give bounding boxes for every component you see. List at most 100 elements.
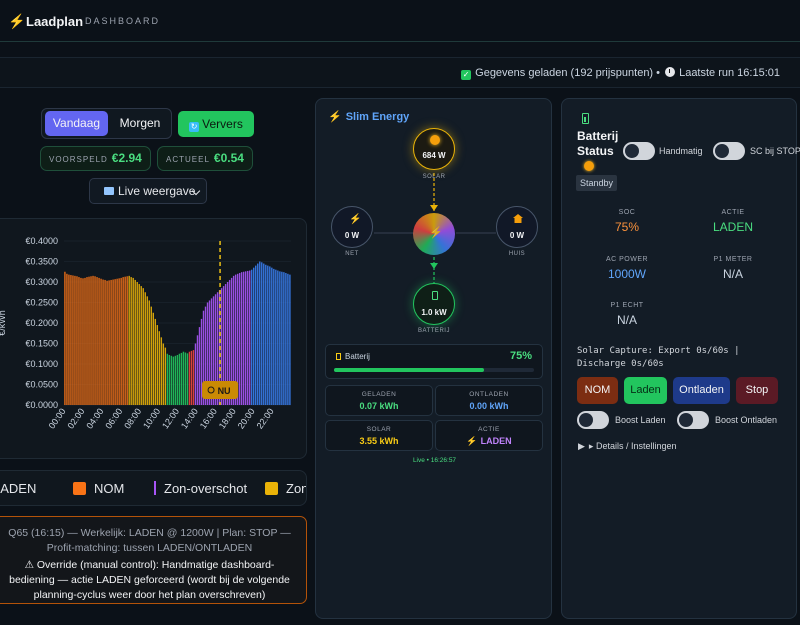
- details-toggle[interactable]: ▶ ▸ Details / Instellingen: [578, 441, 676, 452]
- price-bar: [96, 277, 98, 405]
- boost-ontladen-toggle[interactable]: [677, 411, 709, 429]
- today-button[interactable]: Vandaag: [45, 111, 108, 136]
- battery-status-title: Batterij Status: [577, 129, 619, 158]
- legend-label: Zon-overschot: [164, 481, 248, 496]
- solar-node[interactable]: 684 W: [413, 128, 455, 170]
- view-select-value: Live weergave: [118, 184, 196, 198]
- ontladen-button[interactable]: Ontladen: [673, 377, 730, 404]
- battery-level-card: Batterij 75%: [325, 344, 543, 379]
- manual-toggle-label: Handmatig: [659, 146, 703, 156]
- sc-stop-toggle[interactable]: [713, 142, 745, 160]
- price-bar: [188, 351, 191, 405]
- price-bar: [204, 306, 207, 405]
- price-bar: [160, 337, 163, 405]
- price-bar: [106, 280, 108, 405]
- price-bar: [228, 279, 231, 405]
- price-bar: [196, 335, 199, 405]
- manual-toggle[interactable]: [623, 142, 655, 160]
- boost-laden-label: Boost Laden: [615, 415, 666, 425]
- stop-button[interactable]: Stop: [736, 377, 778, 404]
- actual-pill: ACTUEEL €0.54: [157, 146, 253, 171]
- price-bar: [130, 277, 132, 405]
- price-bar: [244, 271, 247, 405]
- x-tick-label: 08:00: [122, 406, 143, 430]
- price-bar: [174, 355, 177, 405]
- metric-key: SOC: [618, 209, 636, 216]
- legend-item-nom[interactable]: NOM: [73, 481, 124, 496]
- price-bar: [134, 279, 136, 405]
- metric-value: LADEN: [712, 220, 753, 234]
- battery-label: BATTERIJ: [418, 328, 450, 334]
- y-tick-label: €0.4000: [25, 236, 58, 246]
- legend-swatch: [73, 482, 86, 495]
- metric-value: 75%: [614, 220, 640, 234]
- laden-button[interactable]: Laden: [624, 377, 667, 404]
- price-bar: [202, 310, 205, 405]
- plan-notice: Q65 (16:15) — Werkelijk: LADEN @ 1200W |…: [0, 516, 307, 604]
- x-tick-label: 00:00: [47, 406, 68, 430]
- refresh-button[interactable]: ↻ Ververs: [178, 111, 254, 137]
- stat-actie: ACTIE ⚡ LADEN: [435, 420, 543, 451]
- net-label: NET: [345, 251, 359, 257]
- price-bar: [142, 288, 144, 405]
- price-bar: [200, 318, 203, 405]
- tomorrow-button[interactable]: Morgen: [109, 111, 171, 136]
- price-bar: [283, 272, 285, 405]
- house-node[interactable]: 0 W: [496, 206, 538, 248]
- legend-item-surplus[interactable]: Zon-overschot: [154, 481, 247, 496]
- legend-item-zon[interactable]: Zon: [265, 481, 306, 496]
- price-bar: [273, 268, 275, 405]
- price-bar: [132, 277, 134, 405]
- price-bar: [102, 279, 104, 405]
- price-bar: [206, 302, 209, 405]
- bolt-icon: ⚡: [349, 214, 362, 225]
- caret-right-icon: ▶: [578, 441, 585, 451]
- price-bar: [72, 275, 74, 405]
- check-icon: ✓: [461, 70, 472, 80]
- price-bar: [176, 354, 179, 405]
- price-bar: [240, 272, 243, 405]
- legend-item-laden[interactable]: LADEN: [0, 481, 36, 496]
- price-bar: [289, 274, 291, 405]
- nom-button[interactable]: NOM: [577, 377, 618, 404]
- now-marker: [202, 381, 239, 399]
- battery-level-label: Batterij: [336, 352, 370, 361]
- price-bar: [192, 350, 195, 405]
- price-bar: [269, 266, 271, 405]
- price-bar: [226, 282, 229, 405]
- bolt-icon: ⚡: [328, 111, 342, 123]
- forecast-pill: VOORSPELD €2.94: [40, 146, 151, 171]
- x-tick-label: 10:00: [141, 406, 162, 430]
- legend-label: LADEN: [0, 481, 37, 496]
- net-node[interactable]: ⚡ 0 W: [331, 206, 373, 248]
- price-bar: [182, 351, 185, 405]
- price-bar: [138, 284, 140, 405]
- live-timestamp: Live • 16:26:57: [412, 457, 457, 464]
- price-bar: [208, 300, 211, 405]
- stat-value-text: LADEN: [480, 436, 512, 446]
- battery-level-percent: 75%: [509, 350, 532, 362]
- solar-value: 684 W: [422, 151, 446, 160]
- stat-value: 3.55 kWh: [359, 436, 399, 446]
- state-badge: Standby: [576, 175, 618, 191]
- price-bar: [64, 271, 66, 405]
- boost-laden-toggle[interactable]: [577, 411, 609, 429]
- sc-stop-toggle-label: SC bij STOP: [750, 146, 800, 156]
- stat-value: ⚡ LADEN: [436, 436, 542, 447]
- energy-title: ⚡ Slim Energy: [328, 110, 409, 123]
- y-axis-label: €/kWh: [0, 310, 7, 336]
- day-toggle: Vandaag Morgen: [41, 108, 172, 139]
- sun-icon: [430, 135, 440, 145]
- solar-capture-text: Solar Capture: Export 0s/60s | Discharge…: [577, 346, 740, 369]
- battery-node[interactable]: 1.0 kW: [413, 283, 455, 325]
- stat-key: ACTIE: [478, 426, 500, 433]
- loaded-text: Gegevens geladen (192 prijspunten) •: [475, 67, 661, 79]
- now-marker-label: NU: [218, 386, 231, 396]
- price-bar: [190, 350, 193, 405]
- view-select[interactable]: Live weergave: [89, 178, 207, 204]
- price-bar: [104, 279, 106, 405]
- price-bar: [234, 274, 237, 405]
- soc-metric: SOC 75%: [577, 209, 677, 234]
- stat-geladen: GELADEN 0.07 kWh: [325, 385, 433, 416]
- bolt-icon: ⚡: [429, 227, 443, 239]
